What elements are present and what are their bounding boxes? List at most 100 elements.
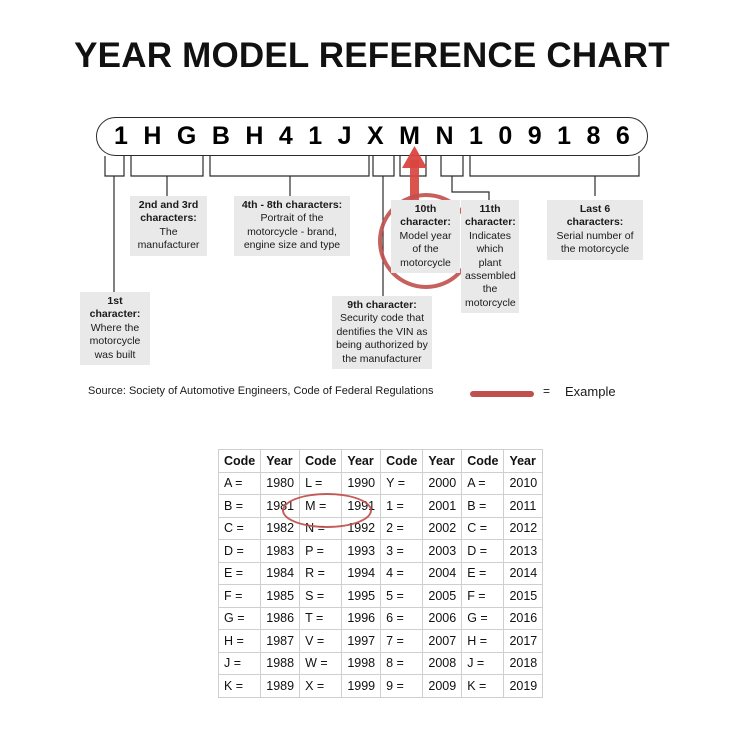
table-row: J = 1988 W = 1998 8 = 2008 J = 2018: [217, 651, 544, 675]
callout-tenth-character: 10th character: Model year of the motorc…: [391, 200, 460, 274]
table-cell-code: G =: [461, 606, 505, 630]
table-cell-code: Y =: [380, 471, 424, 495]
table-row: H = 1987 V = 1997 7 = 2007 H = 2017: [217, 629, 544, 653]
table-cell-code: A =: [217, 471, 262, 495]
table-cell-year: 1996: [341, 606, 382, 630]
table-cell-year: 2010: [503, 471, 544, 495]
table-cell-year: 1986: [260, 606, 301, 630]
table-cell-code: E =: [217, 561, 262, 585]
table-cell-year: 1988: [260, 651, 301, 675]
vin-capsule: [96, 117, 648, 156]
table-cell-code: C =: [461, 516, 505, 540]
table-cell-code: K =: [461, 674, 505, 698]
table-cell-year: 2007: [422, 629, 463, 653]
table-header-year-3: Year: [341, 449, 382, 473]
table-cell-year: 1999: [341, 674, 382, 698]
vin-char-7: 1: [308, 122, 323, 150]
table-cell-code: D =: [217, 539, 262, 563]
table-cell-code: K =: [217, 674, 262, 698]
table-row: G = 1986 T = 1996 6 = 2006 G = 2016: [217, 606, 544, 630]
table-cell-code: V =: [299, 629, 343, 653]
table-cell-year: 2013: [503, 539, 544, 563]
table-cell-code: H =: [217, 629, 262, 653]
table-cell-year: 2019: [503, 674, 544, 698]
table-cell-year: 2000: [422, 471, 463, 495]
vin-char-3: G: [176, 122, 197, 150]
table-cell-code: H =: [461, 629, 505, 653]
table-cell-code: B =: [217, 494, 262, 518]
table-cell-year: 2011: [503, 494, 544, 518]
red-arrow-indicator: [402, 146, 427, 210]
table-cell-year: 1990: [341, 471, 382, 495]
table-cell-code: A =: [461, 471, 505, 495]
table-cell-code: R =: [299, 561, 343, 585]
vin-char-16: 8: [586, 122, 601, 150]
table-cell-year: 2005: [422, 584, 463, 608]
table-row: K = 1989 X = 1999 9 = 2009 K = 2019: [217, 674, 544, 698]
table-cell-code: T =: [299, 606, 343, 630]
table-cell-code: 5 =: [380, 584, 424, 608]
table-cell-year: 2004: [422, 561, 463, 585]
table-cell-year: 2014: [503, 561, 544, 585]
table-cell-code: 2 =: [380, 516, 424, 540]
table-row: D = 1983 P = 1993 3 = 2003 D = 2013: [217, 539, 544, 563]
vin-char-9: X: [367, 122, 384, 150]
table-cell-year: 2015: [503, 584, 544, 608]
table-cell-code: 9 =: [380, 674, 424, 698]
table-header-code-0: Code: [217, 449, 262, 473]
table-cell-year: 1995: [341, 584, 382, 608]
page-title: YEAR MODEL REFERENCE CHART: [74, 36, 670, 75]
table-cell-code: 8 =: [380, 651, 424, 675]
table-cell-year: 1985: [260, 584, 301, 608]
table-cell-code: D =: [461, 539, 505, 563]
table-cell-code: 6 =: [380, 606, 424, 630]
table-cell-year: 2008: [422, 651, 463, 675]
table-cell-code: 3 =: [380, 539, 424, 563]
table-cell-year: 1982: [260, 516, 301, 540]
vin-char-13: 0: [498, 122, 513, 150]
table-header-row: Code Year Code Year Code Year Code Year: [217, 449, 544, 473]
table-row: B = 1981 M = 1991 1 = 2001 B = 2011: [217, 494, 544, 518]
table-cell-year: 2001: [422, 494, 463, 518]
callout-ninth-character: 9th character: Security code that dentif…: [332, 296, 432, 370]
callout-second-third-characters: 2nd and 3rd characters: The manufacturer: [130, 196, 207, 256]
table-cell-code: 1 =: [380, 494, 424, 518]
table-cell-year: 1997: [341, 629, 382, 653]
table-cell-code: X =: [299, 674, 343, 698]
table-cell-year: 2003: [422, 539, 463, 563]
table-cell-year: 2006: [422, 606, 463, 630]
table-row: E = 1984 R = 1994 4 = 2004 E = 2014: [217, 561, 544, 585]
vin-char-2: H: [143, 122, 162, 150]
vin-char-11: N: [435, 122, 454, 150]
table-cell-code: E =: [461, 561, 505, 585]
table-cell-year: 2012: [503, 516, 544, 540]
callout-first-character: 1st character: Where the motorcycle was …: [80, 292, 150, 366]
legend-example-label: Example: [565, 384, 616, 399]
callout-eleventh-character: 11th character: Indicates which plant as…: [461, 200, 519, 314]
table-header-code-4: Code: [380, 449, 424, 473]
table-cell-year: 1987: [260, 629, 301, 653]
table-cell-year: 2002: [422, 516, 463, 540]
callout-last-six-characters: Last 6 characters: Serial number of the …: [547, 200, 643, 260]
table-header-code-2: Code: [299, 449, 343, 473]
vin-char-8: J: [337, 122, 352, 150]
vin-char-4: B: [211, 122, 230, 150]
table-cell-year: 1989: [260, 674, 301, 698]
table-header-year-1: Year: [260, 449, 301, 473]
vin-char-15: 1: [557, 122, 572, 150]
vin-char-14: 9: [527, 122, 542, 150]
table-cell-year: 1980: [260, 471, 301, 495]
table-cell-code: J =: [217, 651, 262, 675]
table-cell-code: F =: [217, 584, 262, 608]
table-cell-year: 2018: [503, 651, 544, 675]
table-header-year-5: Year: [422, 449, 463, 473]
table-cell-year: 1993: [341, 539, 382, 563]
legend-equals-sign: =: [543, 384, 551, 398]
table-cell-year: 2016: [503, 606, 544, 630]
table-cell-code: P =: [299, 539, 343, 563]
table-cell-code: W =: [299, 651, 343, 675]
vin-char-10: M: [399, 122, 420, 150]
vin-char-1: 1: [114, 122, 128, 150]
